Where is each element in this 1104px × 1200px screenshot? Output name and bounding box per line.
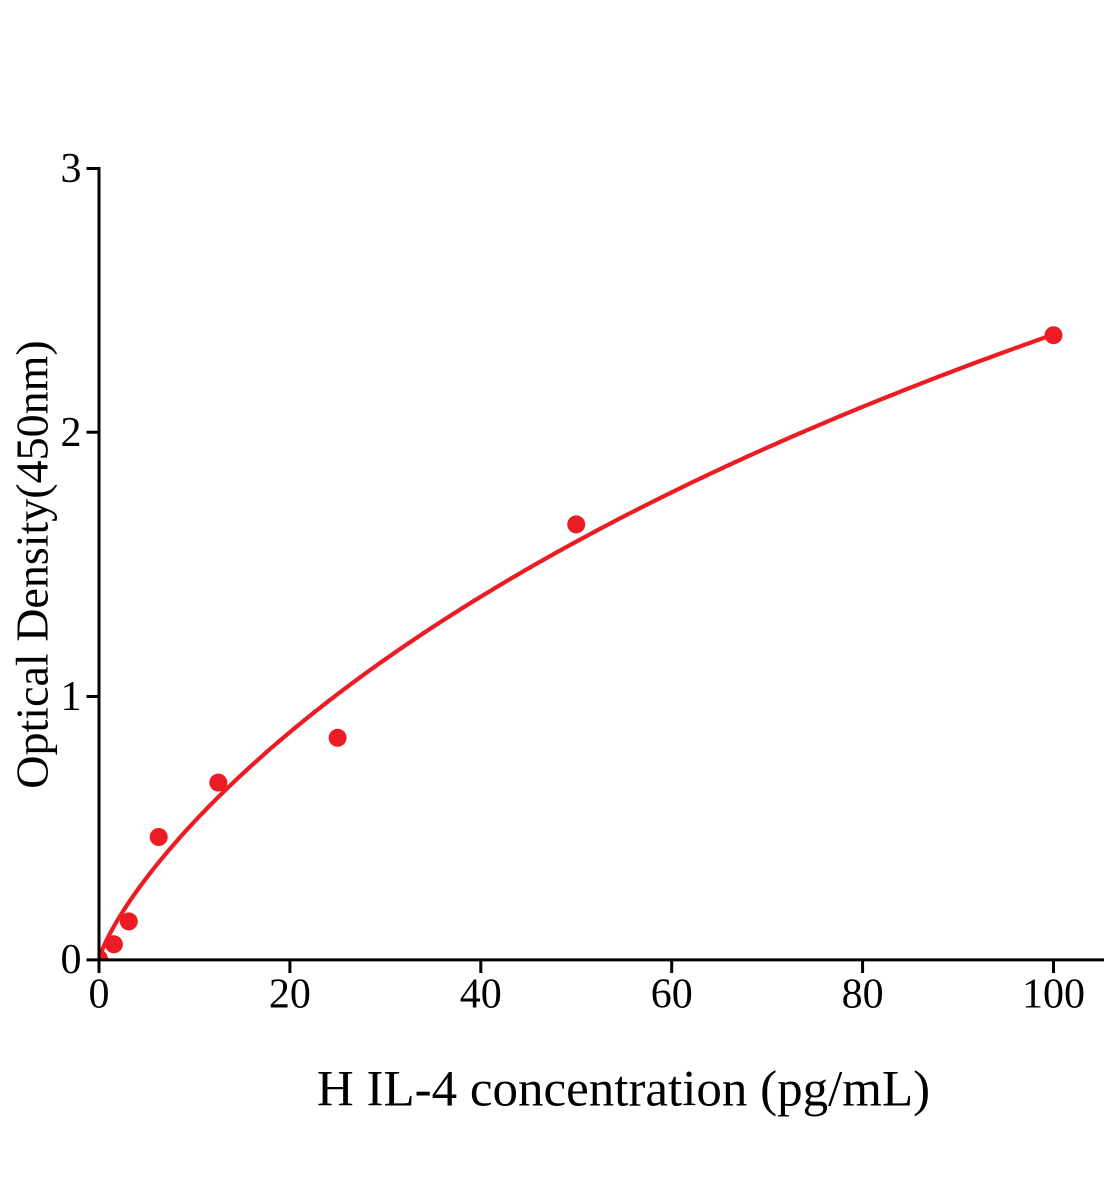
svg-text:0: 0 [61,937,82,983]
svg-text:Optical Density(450nm): Optical Density(450nm) [7,340,58,788]
svg-text:2: 2 [61,410,82,456]
svg-text:20: 20 [269,971,311,1017]
svg-text:80: 80 [842,971,884,1017]
svg-text:H IL-4 concentration (pg/mL): H IL-4 concentration (pg/mL) [317,1061,930,1117]
svg-text:3: 3 [61,146,82,192]
svg-text:60: 60 [651,971,693,1017]
svg-text:1: 1 [61,674,82,720]
svg-text:0: 0 [89,971,110,1017]
svg-text:40: 40 [460,971,502,1017]
svg-text:100: 100 [1022,971,1085,1017]
